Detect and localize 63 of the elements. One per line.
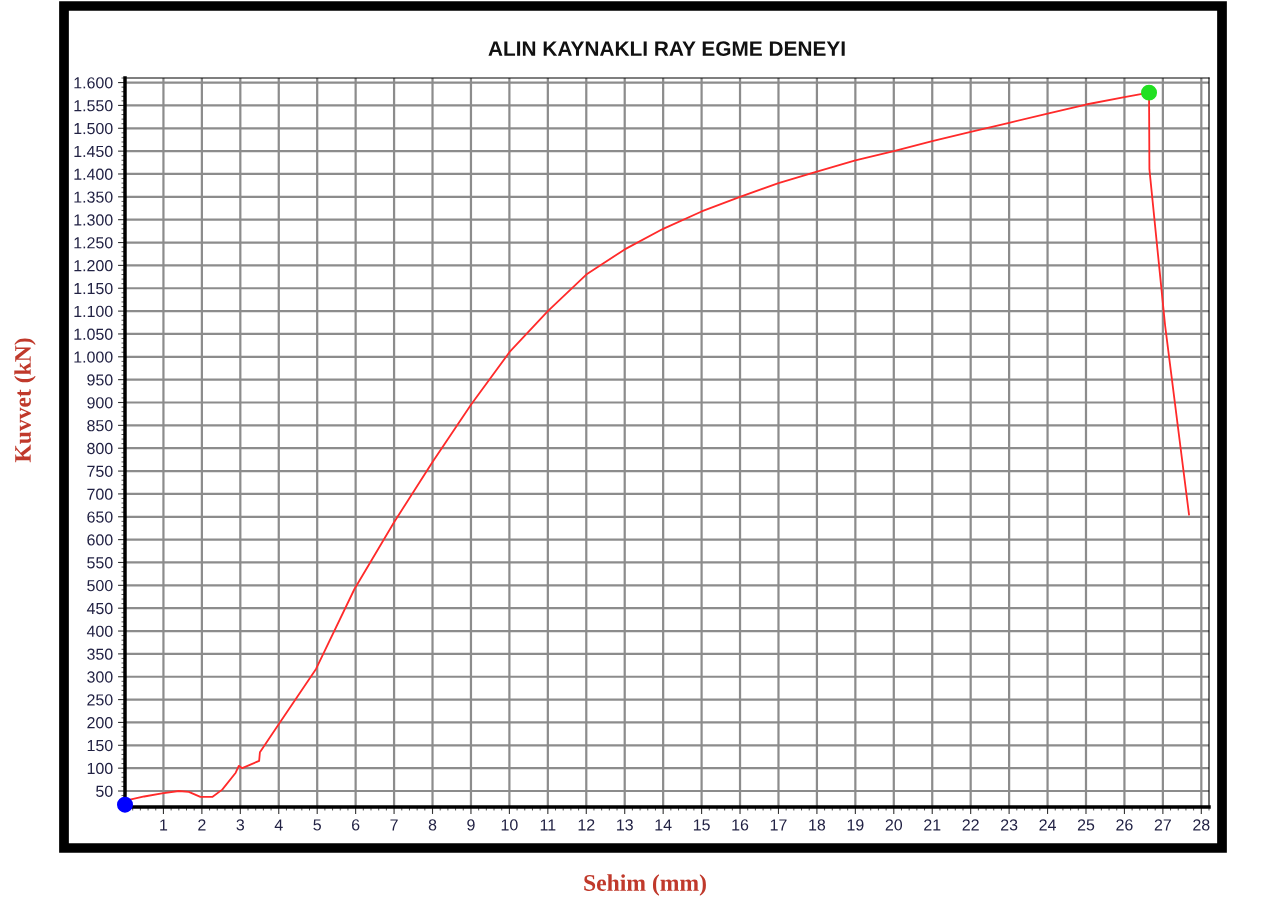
chart-title: ALIN KAYNAKLI RAY EGME DENEYI <box>488 41 845 56</box>
x-tick-label: 2 <box>198 819 206 831</box>
x-tick-label: 1 <box>160 819 168 831</box>
y-tick-label: 1.350 <box>74 191 113 203</box>
x-tick-label: 8 <box>428 819 437 831</box>
y-tick-label: 1.000 <box>74 351 113 363</box>
y-tick-label: 150 <box>87 739 113 752</box>
x-tick-label: 21 <box>924 819 941 831</box>
y-tick-label: 1.500 <box>74 122 113 135</box>
x-tick-label: 14 <box>655 819 672 831</box>
y-tick-label: 1.100 <box>74 305 113 318</box>
y-tick-label: 1.250 <box>74 237 113 249</box>
y-tick-label: 1.150 <box>74 282 113 295</box>
x-tick-label: 9 <box>467 819 475 831</box>
y-tick-label: 350 <box>87 648 113 660</box>
x-tick-label: 22 <box>962 819 979 831</box>
y-tick-label: 50 <box>96 785 113 797</box>
x-tick-label: 18 <box>809 819 826 831</box>
y-tick-label: 750 <box>87 465 113 478</box>
x-tick-label: 15 <box>693 819 710 831</box>
x-tick-label: 25 <box>1077 819 1095 831</box>
x-tick-label: 19 <box>847 819 864 831</box>
x-tick-label: 16 <box>732 819 749 831</box>
x-tick-label: 13 <box>617 819 633 831</box>
y-tick-label: 1.400 <box>74 168 113 180</box>
x-tick-label: 28 <box>1193 819 1210 831</box>
y-tick-label: 500 <box>87 579 113 592</box>
x-tick-label: 20 <box>885 819 903 831</box>
y-tick-label: 400 <box>86 625 113 637</box>
x-tick-label: 10 <box>501 819 518 831</box>
x-tick-label: 23 <box>1001 819 1018 831</box>
x-tick-label: 24 <box>1039 819 1056 831</box>
y-tick-label: 200 <box>87 717 113 729</box>
y-tick-label: 650 <box>87 511 113 523</box>
x-tick-label: 3 <box>236 819 245 831</box>
y-axis-title: Kuvvet (kN) <box>14 338 36 463</box>
y-tick-label: 800 <box>87 442 113 455</box>
x-tick-label: 26 <box>1116 819 1133 831</box>
y-tick-label: 1.050 <box>74 328 113 340</box>
y-tick-label: 1.600 <box>74 77 113 89</box>
y-tick-label: 100 <box>87 762 113 775</box>
y-tick-label: 950 <box>87 374 113 386</box>
x-tick-label: 17 <box>770 819 787 831</box>
x-axis-title: Sehim (mm) <box>584 874 706 896</box>
y-tick-label: 550 <box>87 557 113 569</box>
x-tick-label: 7 <box>390 819 398 831</box>
y-tick-label: 600 <box>87 534 113 546</box>
y-tick-label: 1.200 <box>74 260 113 272</box>
y-tick-label: 300 <box>87 671 113 683</box>
y-tick-label: 250 <box>87 694 113 706</box>
x-tick-label: 12 <box>578 819 595 831</box>
x-tick-label: 6 <box>352 819 360 831</box>
y-tick-label: 450 <box>86 602 113 615</box>
y-tick-label: 1.450 <box>74 145 113 158</box>
y-tick-label: 900 <box>87 397 113 409</box>
x-tick-label: 27 <box>1154 819 1171 831</box>
x-tick-label: 4 <box>274 819 283 831</box>
y-tick-label: 1.550 <box>74 100 113 112</box>
x-tick-label: 5 <box>313 819 321 831</box>
y-tick-label: 700 <box>87 488 113 500</box>
x-tick-label: 11 <box>540 819 556 831</box>
y-tick-label: 850 <box>87 419 113 432</box>
y-tick-label: 1.300 <box>74 214 113 226</box>
